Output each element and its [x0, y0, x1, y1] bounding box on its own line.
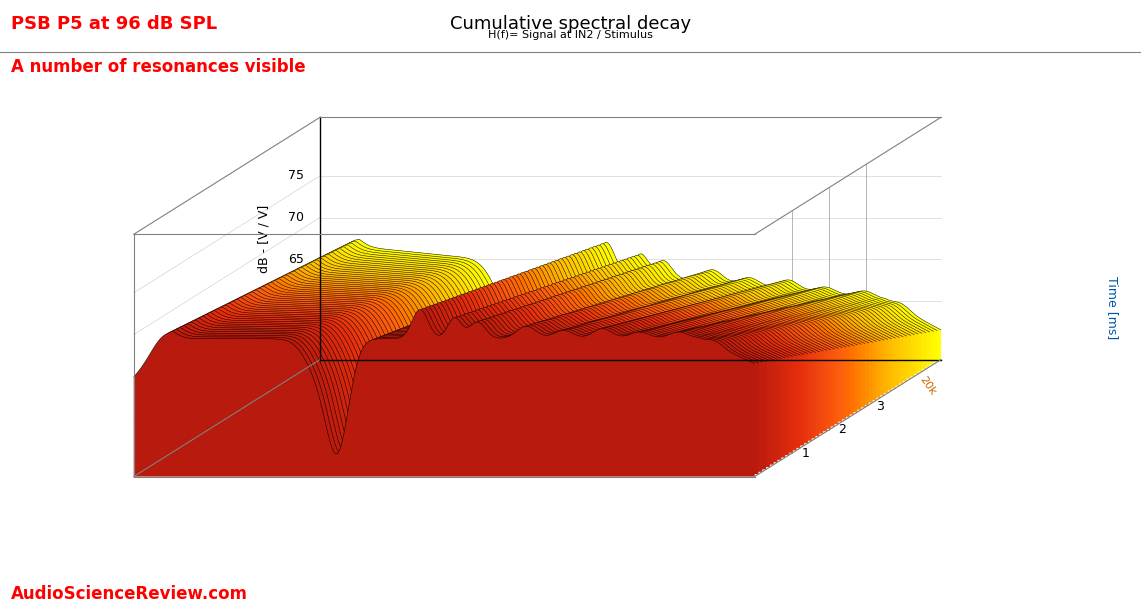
Polygon shape: [225, 277, 845, 419]
Polygon shape: [149, 304, 770, 467]
Text: 70: 70: [289, 211, 305, 224]
Polygon shape: [278, 257, 899, 386]
Polygon shape: [221, 278, 842, 422]
Text: 20k: 20k: [917, 375, 938, 397]
Polygon shape: [241, 271, 861, 410]
Polygon shape: [259, 264, 880, 398]
Text: Cumulative spectral decay: Cumulative spectral decay: [450, 15, 691, 33]
Polygon shape: [153, 303, 774, 464]
Polygon shape: [316, 241, 937, 362]
Polygon shape: [248, 268, 868, 405]
Polygon shape: [161, 300, 782, 460]
Polygon shape: [156, 301, 777, 462]
Text: 2: 2: [839, 423, 847, 436]
Polygon shape: [195, 288, 816, 438]
Text: 1k: 1k: [593, 375, 609, 391]
Text: H(f)= Signal at IN2 / Stimulus: H(f)= Signal at IN2 / Stimulus: [488, 30, 653, 39]
Text: 65: 65: [289, 253, 305, 266]
Polygon shape: [168, 297, 788, 455]
Polygon shape: [305, 247, 925, 369]
Polygon shape: [319, 239, 941, 360]
Polygon shape: [262, 263, 884, 395]
Polygon shape: [256, 266, 876, 400]
Text: 2k: 2k: [669, 375, 685, 392]
Text: 1: 1: [801, 446, 809, 459]
Text: PSB P5 at 96 dB SPL: PSB P5 at 96 dB SPL: [11, 15, 218, 33]
Polygon shape: [218, 279, 839, 424]
Text: Frequency [Hz]: Frequency [Hz]: [578, 403, 683, 417]
Text: Time [ms]: Time [ms]: [1106, 276, 1119, 339]
Polygon shape: [244, 270, 865, 407]
Polygon shape: [141, 307, 762, 472]
Polygon shape: [233, 274, 853, 415]
Text: 5k: 5k: [770, 375, 786, 391]
Text: 500: 500: [512, 375, 533, 397]
Text: 10k: 10k: [842, 375, 861, 397]
Text: 3: 3: [876, 400, 883, 413]
Polygon shape: [282, 256, 903, 384]
Polygon shape: [207, 284, 827, 431]
Polygon shape: [297, 250, 919, 374]
Text: 200: 200: [412, 375, 432, 398]
Polygon shape: [274, 259, 896, 388]
Text: 75: 75: [289, 169, 305, 182]
Polygon shape: [267, 261, 888, 393]
Polygon shape: [210, 282, 831, 429]
Polygon shape: [172, 296, 793, 453]
Polygon shape: [285, 255, 907, 381]
Polygon shape: [184, 292, 804, 445]
Polygon shape: [270, 260, 891, 391]
Polygon shape: [133, 309, 754, 477]
Polygon shape: [138, 308, 759, 474]
Polygon shape: [293, 252, 914, 376]
Polygon shape: [176, 295, 796, 450]
Polygon shape: [179, 293, 800, 448]
Polygon shape: [308, 245, 930, 367]
Polygon shape: [313, 243, 933, 364]
Polygon shape: [199, 286, 819, 436]
Text: 100: 100: [335, 375, 356, 397]
Text: 60: 60: [289, 295, 305, 308]
Polygon shape: [145, 306, 766, 469]
Polygon shape: [191, 289, 811, 441]
Polygon shape: [202, 285, 823, 434]
Polygon shape: [229, 275, 850, 417]
Polygon shape: [301, 248, 922, 371]
Polygon shape: [187, 290, 808, 443]
Polygon shape: [164, 298, 785, 458]
Polygon shape: [236, 272, 857, 412]
Text: 55: 55: [289, 336, 305, 349]
Text: dB - [V / V]: dB - [V / V]: [258, 204, 270, 272]
Polygon shape: [290, 253, 911, 379]
Text: A number of resonances visible: A number of resonances visible: [11, 58, 306, 76]
Polygon shape: [213, 280, 834, 426]
Text: AudioScienceReview.com: AudioScienceReview.com: [11, 585, 249, 603]
Polygon shape: [252, 267, 873, 403]
